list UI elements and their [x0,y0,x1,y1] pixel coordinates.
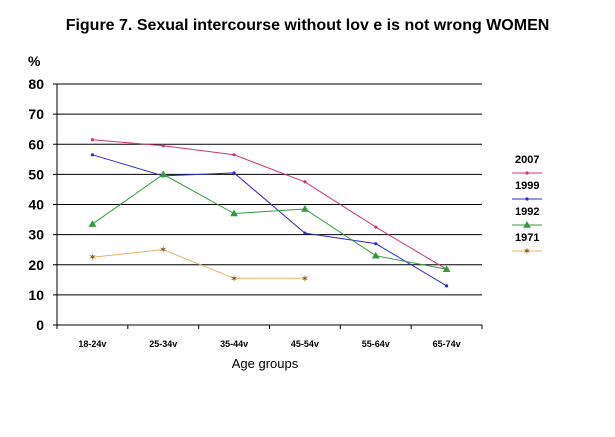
data-point-2007 [161,144,165,148]
y-tick-label: 40 [28,197,44,213]
data-point-1971: ✶ [159,245,167,256]
legend-label: 2007 [515,154,539,166]
data-point-2007 [232,153,236,157]
x-tick-label: 18-24v [78,339,106,349]
y-tick-label: 60 [28,136,44,152]
series-line-2007 [92,139,447,270]
series-1992 [88,170,451,273]
legend-item-1971: 1971 ✶ [512,232,542,258]
y-tick-label: 0 [36,317,44,333]
y-tick-label: 80 [28,76,44,92]
series-1999 [90,153,449,288]
legend-label: 1992 [515,206,539,218]
legend-marker [525,171,529,175]
data-point-1999 [303,231,307,235]
data-point-1999 [232,171,236,175]
data-point-1992 [88,220,97,227]
y-tick-label: 30 [28,227,44,243]
data-point-1992 [371,251,380,259]
legend-marker [525,197,529,201]
data-point-1992 [230,209,239,217]
data-point-1971: ✶ [230,274,238,285]
data-point-1992 [159,170,168,178]
x-axis-label: Age groups [232,356,299,371]
x-tick-label: 55-64v [362,339,390,349]
data-point-1992 [300,205,309,212]
data-point-2007 [303,180,307,184]
legend-label: 1971 [515,232,539,244]
x-tick-label: 45-54v [291,339,319,349]
legend-label: 1999 [515,180,539,192]
series: ✶ ✶ ✶ ✶ [88,138,451,288]
axes [53,83,483,329]
series-line-1999 [92,154,447,287]
data-point-1999 [374,242,378,246]
y-tick-label: 50 [28,166,44,182]
legend-marker: ✶ [523,247,531,258]
y-axis-unit-label: % [28,53,41,69]
grid-lines [57,83,482,296]
x-tick-labels: 18-24v 25-34v 35-44v 45-54v 55-64v 65-74v [78,339,460,349]
legend: 2007 1999 1992 1971 ✶ [512,154,542,258]
data-point-2007 [374,225,378,229]
legend-item-1992: 1992 [512,206,542,228]
y-tick-label: 20 [28,257,44,273]
data-point-1999 [90,153,95,157]
x-tick-label: 35-44v [220,339,248,349]
data-point-1971: ✶ [301,274,309,285]
series-1971: ✶ ✶ ✶ ✶ [88,245,309,285]
x-tick-label: 25-34v [149,339,177,349]
data-point-1971: ✶ [88,253,96,264]
x-tick-label: 65-74v [433,339,461,349]
data-point-1999 [444,284,449,288]
y-tick-label: 70 [28,106,44,122]
legend-marker [523,221,531,228]
y-tick-labels: 0 10 20 30 40 50 60 70 80 [28,76,44,333]
legend-item-1999: 1999 [512,180,542,201]
series-line-1971 [92,249,305,279]
y-tick-label: 10 [28,287,44,303]
data-point-1992 [442,265,451,273]
data-point-2007 [90,138,95,142]
legend-item-2007: 2007 [512,154,542,175]
chart-title: Figure 7. Sexual intercourse without lov… [65,17,550,34]
series-line-1992 [92,173,447,270]
